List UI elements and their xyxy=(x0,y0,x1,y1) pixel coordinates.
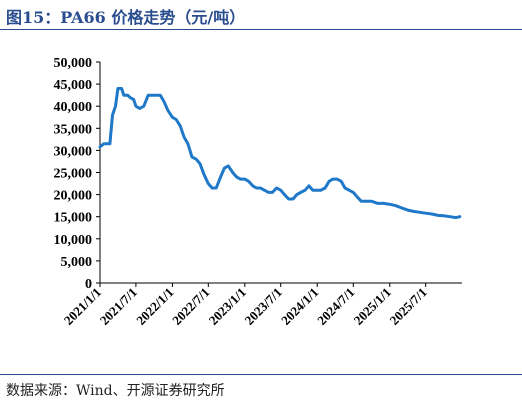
y-tick-label: 40,000 xyxy=(54,100,93,115)
price-series-line xyxy=(98,87,462,220)
y-tick-label: 5,000 xyxy=(61,255,93,270)
x-tick-label: 2025/7/1 xyxy=(387,285,430,328)
x-tick-label: 2025/1/1 xyxy=(351,285,394,328)
y-tick-label: 15,000 xyxy=(54,211,93,226)
x-tick-label: 2021/7/1 xyxy=(97,285,140,328)
x-tick-label: 2024/7/1 xyxy=(314,285,357,328)
y-tick-label: 10,000 xyxy=(54,233,93,248)
source-divider xyxy=(0,374,522,375)
x-tick-label: 2024/1/1 xyxy=(278,285,321,328)
y-tick-label: 35,000 xyxy=(54,122,93,137)
y-tick-label: 45,000 xyxy=(54,78,93,93)
x-tick-label: 2023/7/1 xyxy=(242,285,285,328)
price-line-chart: 0 5,000 10,000 15,000 20,000 25,000 30,000 35,0… xyxy=(54,56,462,328)
chart-title: 图15：PA66 价格走势（元/吨） xyxy=(6,8,246,27)
x-tick-label: 2022/1/1 xyxy=(133,285,176,328)
data-source-note: 数据来源：Wind、开源证券研究所 xyxy=(6,383,225,399)
x-axis-ticks: 2021/1/12021/7/12022/1/12022/7/12023/1/1… xyxy=(61,283,430,328)
y-tick-label: 20,000 xyxy=(54,189,93,204)
x-tick-label: 2023/1/1 xyxy=(206,285,249,328)
y-tick-label: 30,000 xyxy=(54,144,93,159)
x-tick-label: 2022/7/1 xyxy=(169,285,212,328)
y-tick-label: 0 xyxy=(85,277,92,292)
y-axis-ticks: 0 5,000 10,000 15,000 20,000 25,000 30,000 35,0… xyxy=(54,56,100,292)
series-lines xyxy=(98,87,462,220)
title-divider xyxy=(0,29,522,30)
y-tick-label: 25,000 xyxy=(54,167,93,182)
y-tick-label: 50,000 xyxy=(54,56,93,71)
x-tick-label: 2021/1/1 xyxy=(61,285,104,328)
